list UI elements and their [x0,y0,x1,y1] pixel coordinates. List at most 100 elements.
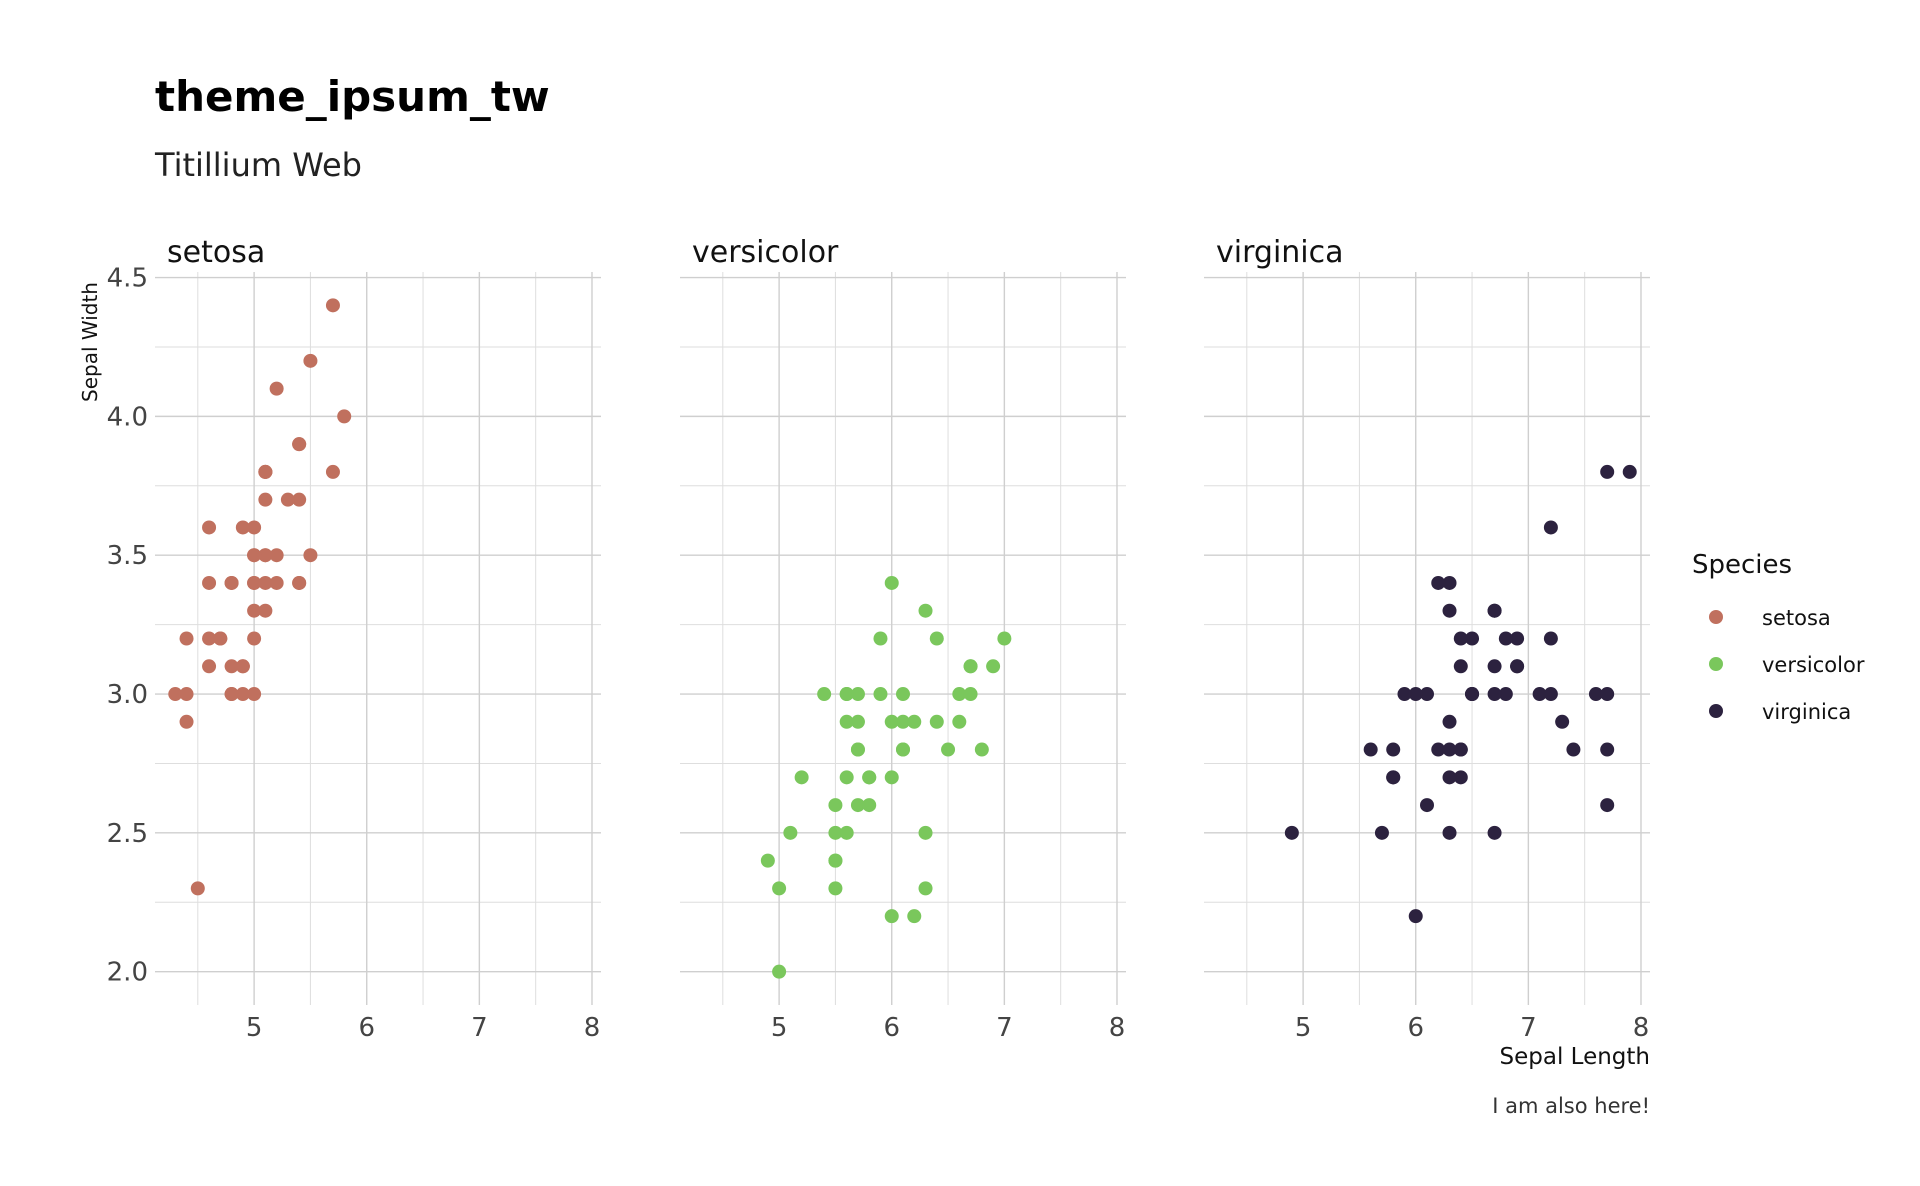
data-point-versicolor [896,687,910,702]
data-point-virginica [1420,687,1434,702]
x-axis-title: Sepal Length [1500,1044,1650,1070]
data-point-setosa [202,631,217,646]
y-tick-label: 4.5 [107,264,148,294]
data-point-setosa [258,603,273,618]
data-point-virginica [1420,798,1434,813]
data-point-versicolor [884,770,899,785]
data-point-setosa [325,298,340,313]
data-point-versicolor [907,909,922,924]
data-point-setosa [269,381,284,396]
data-point-virginica [1465,687,1480,702]
data-point-versicolor [952,687,967,702]
data-point-versicolor [941,742,956,757]
data-point-setosa [258,492,273,507]
data-point-setosa [235,687,250,702]
data-point-versicolor [828,853,843,868]
data-point-virginica [1442,714,1457,729]
x-tick-label: 8 [584,1013,601,1043]
facet-label: setosa [167,235,265,270]
legend-key-setosa [1709,610,1723,624]
chart-subtitle: Titillium Web [154,146,362,184]
facet-panel-virginica: virginica 5 6 7 8 [1204,235,1650,1043]
data-point-versicolor [918,825,933,840]
data-point-virginica [1284,825,1299,840]
data-point-virginica [1453,631,1468,646]
data-point-setosa [224,687,239,702]
facet-panel-setosa: setosa 5 6 7 8 2.0 2.5 3.0 3.5 4.0 4.5 [107,235,601,1043]
data-point-virginica [1431,742,1446,757]
data-point-versicolor [884,575,899,590]
data-point-versicolor [862,770,877,785]
data-point-setosa [213,631,228,646]
data-point-setosa [235,520,250,535]
data-point-virginica [1532,687,1547,702]
x-tick-label: 8 [1633,1013,1650,1043]
data-point-virginica [1588,687,1603,702]
data-point-setosa [258,575,273,590]
data-point-setosa [179,631,194,646]
data-point-virginica [1442,575,1457,590]
chart-caption: I am also here! [1492,1094,1650,1118]
data-point-versicolor [772,964,787,979]
data-point-virginica [1543,520,1558,535]
legend-key-versicolor [1709,657,1723,671]
data-point-virginica [1510,631,1525,646]
y-tick-label: 2.0 [107,958,148,988]
data-point-versicolor [873,631,888,646]
x-tick-label: 6 [883,1013,900,1043]
data-point-virginica [1386,770,1401,785]
data-point-versicolor [884,714,899,729]
data-point-virginica [1442,742,1457,757]
data-point-virginica [1498,687,1513,702]
data-point-versicolor [794,770,809,785]
data-point-setosa [168,687,183,702]
y-axis-title: Sepal Width [78,282,102,402]
data-point-setosa [179,714,194,729]
data-point-virginica [1363,742,1378,757]
data-point-setosa [202,659,217,674]
legend: Species setosa versicolor virginica [1692,550,1865,724]
data-point-versicolor [963,687,978,702]
data-point-virginica [1453,659,1468,674]
data-point-versicolor [760,853,775,868]
data-point-versicolor [839,714,854,729]
facet-panels: setosa 5 6 7 8 2.0 2.5 3.0 3.5 4.0 4.5 versicolor 5 6… [107,235,1650,1043]
x-tick-label: 7 [1520,1013,1537,1043]
data-point-setosa [247,631,262,646]
legend-label-virginica: virginica [1762,700,1851,724]
data-point-versicolor [997,631,1012,646]
data-point-virginica [1543,687,1558,702]
data-point-versicolor [828,825,843,840]
facet-label: versicolor [692,235,839,270]
data-point-versicolor [839,825,854,840]
data-point-versicolor [918,603,933,618]
data-point-virginica [1498,631,1513,646]
data-point-virginica [1600,742,1615,757]
legend-label-setosa: setosa [1762,606,1831,630]
data-point-setosa [303,548,318,563]
data-point-virginica [1442,770,1457,785]
data-point-setosa [269,548,284,563]
x-tick-label: 6 [1407,1013,1424,1043]
y-tick-label: 4.0 [107,402,148,432]
data-point-versicolor [783,825,798,840]
data-point-setosa [190,881,205,896]
data-point-versicolor [850,687,865,702]
data-point-versicolor [817,687,832,702]
data-point-versicolor [974,742,989,757]
data-point-setosa [247,520,262,535]
legend-title: Species [1692,550,1792,580]
data-point-setosa [247,687,262,702]
data-point-setosa [235,659,250,674]
data-point-setosa [292,492,307,507]
data-point-versicolor [850,714,865,729]
data-point-virginica [1622,464,1637,479]
data-point-virginica [1453,742,1468,757]
x-tick-label: 6 [358,1013,375,1043]
data-point-versicolor [896,714,910,729]
facet-label: virginica [1216,235,1344,270]
data-point-setosa [224,659,239,674]
data-point-versicolor [839,770,854,785]
data-point-virginica [1453,770,1468,785]
